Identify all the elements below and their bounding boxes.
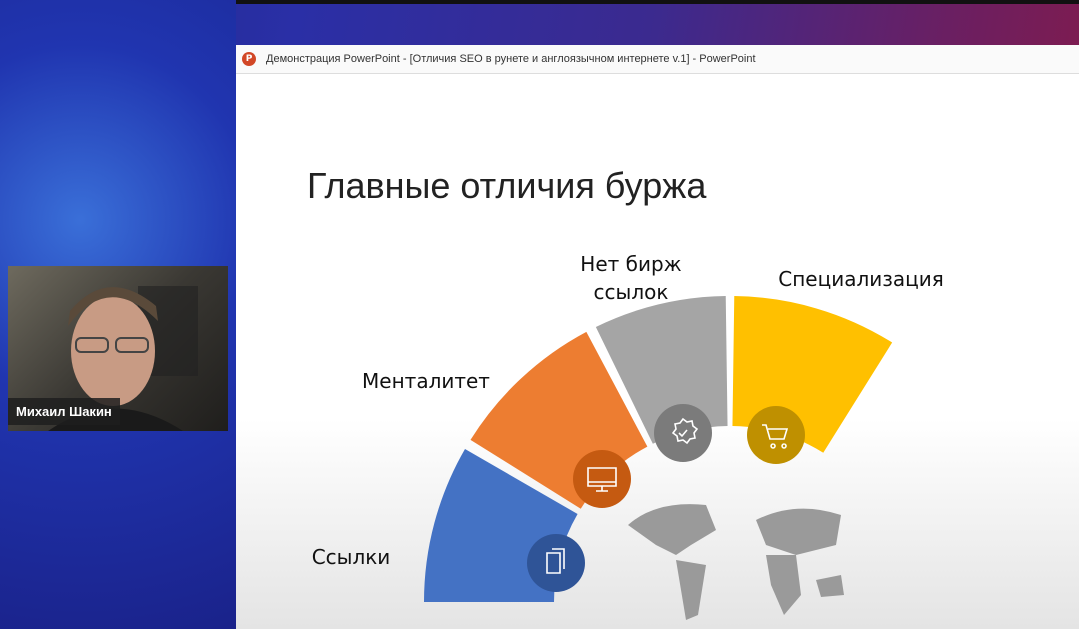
powerpoint-icon: P (242, 52, 256, 66)
participant-name: Михаил Шакин (8, 398, 120, 425)
slide-title: Главные отличия буржа (307, 165, 707, 206)
label-no-exchanges: Нет бирж ссылок (580, 252, 682, 304)
continent (628, 504, 716, 555)
window-title: Демонстрация PowerPoint - [Отличия SEO в… (266, 53, 756, 65)
powerpoint-window: P Демонстрация PowerPoint - [Отличия SEO… (236, 45, 1079, 629)
top-bar (0, 0, 1079, 4)
continent (816, 575, 844, 597)
world-map (628, 504, 844, 620)
monitor-icon (573, 450, 631, 508)
continent (676, 560, 706, 620)
label-links: Ссылки (311, 545, 391, 569)
shopping-cart-icon (747, 406, 805, 464)
badge-check-icon (654, 404, 712, 462)
continent (756, 508, 841, 555)
slide: Главные отличия буржа Ссылки Менталитет … (236, 75, 1079, 629)
arc-diagram (424, 296, 893, 620)
title-bar: P Демонстрация PowerPoint - [Отличия SEO… (236, 45, 1079, 74)
label-specialization: Специализация (778, 267, 944, 291)
documents-icon (527, 534, 585, 592)
label-mentality: Менталитет (362, 369, 490, 393)
continent (766, 555, 801, 615)
